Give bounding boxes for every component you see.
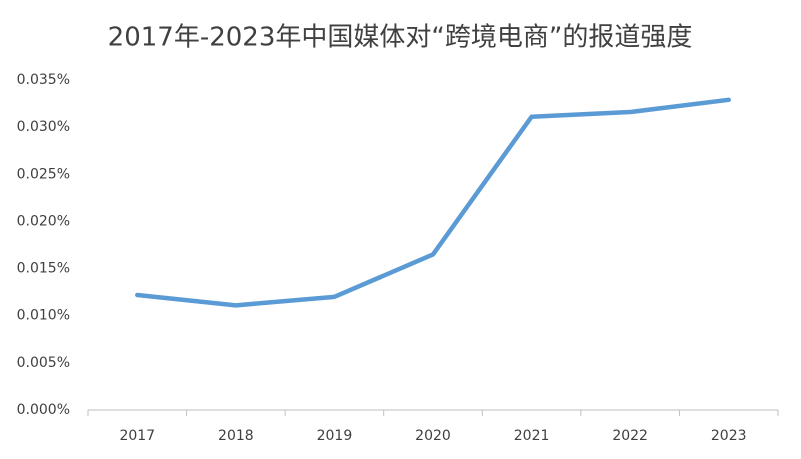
- y-tick-label: 0.030%: [17, 119, 70, 135]
- y-tick-label: 0.015%: [17, 261, 70, 277]
- x-tick-label: 2018: [218, 428, 254, 444]
- x-tick-label: 2017: [119, 428, 155, 444]
- y-tick-label: 0.025%: [17, 166, 70, 182]
- y-tick-label: 0.005%: [17, 355, 70, 371]
- y-tick-label: 0.020%: [17, 213, 70, 229]
- y-tick-label: 0.010%: [17, 308, 70, 324]
- y-tick-label: 0.000%: [17, 402, 70, 418]
- x-tick-label: 2020: [415, 428, 451, 444]
- chart-title: 2017年-2023年中国媒体对“跨境电商”的报道强度: [108, 23, 693, 53]
- y-tick-label: 0.035%: [17, 72, 70, 88]
- data-line: [135, 97, 731, 308]
- x-tick-label: 2023: [711, 428, 747, 444]
- x-tick-label: 2021: [514, 428, 550, 444]
- x-tick-label: 2019: [317, 428, 353, 444]
- x-tick-label: 2022: [612, 428, 648, 444]
